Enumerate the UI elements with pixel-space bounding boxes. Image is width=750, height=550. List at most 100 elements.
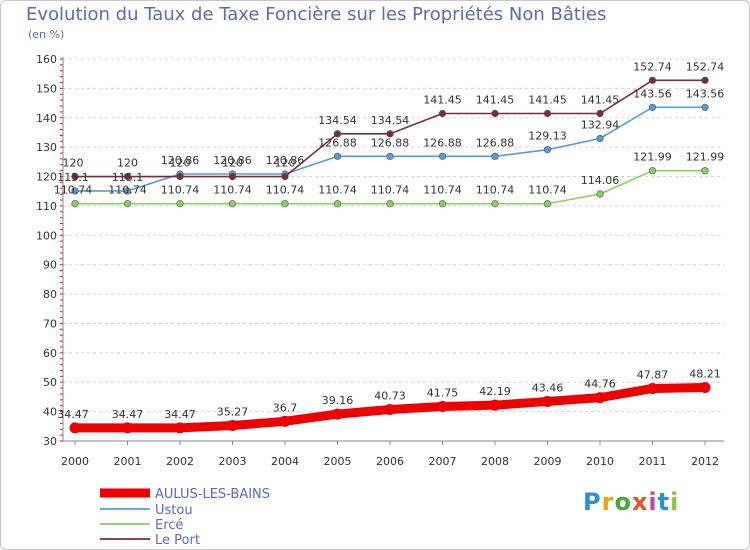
data-point bbox=[281, 200, 289, 208]
y-tick-label: 100 bbox=[36, 229, 57, 242]
data-label: 120 bbox=[170, 157, 191, 170]
data-point bbox=[701, 76, 709, 84]
axes: 30 40 50 60 70 80 90 100 110 120 130 140 150 160 2000 2… bbox=[36, 53, 724, 468]
data-point bbox=[122, 422, 133, 434]
data-label: 134.54 bbox=[318, 114, 357, 127]
data-label: 120 bbox=[222, 157, 243, 170]
y-tick-label: 90 bbox=[43, 259, 57, 272]
data-point bbox=[596, 109, 604, 118]
data-label: 35.27 bbox=[217, 406, 249, 419]
y-tick-label: 160 bbox=[36, 53, 57, 66]
x-tick-label: 2000 bbox=[61, 455, 89, 468]
data-label: 40.73 bbox=[374, 389, 406, 402]
x-tick-label: 2011 bbox=[639, 455, 667, 468]
data-point bbox=[123, 187, 132, 195]
data-label: 43.46 bbox=[532, 381, 564, 394]
data-label: 110.74 bbox=[108, 184, 147, 197]
legend-label-3: Le Port bbox=[155, 533, 200, 548]
data-point bbox=[438, 109, 447, 118]
x-tick-label: 2003 bbox=[219, 455, 247, 468]
data-point bbox=[69, 422, 81, 434]
data-label: 134.54 bbox=[371, 114, 410, 127]
data-point bbox=[228, 172, 237, 181]
data-point bbox=[227, 420, 238, 432]
data-label: 132.94 bbox=[581, 119, 620, 132]
data-point bbox=[71, 187, 79, 195]
data-label: 152.74 bbox=[686, 60, 725, 73]
y-tick-label: 30 bbox=[43, 435, 57, 448]
data-point bbox=[648, 76, 657, 84]
data-label: 110.74 bbox=[213, 184, 252, 197]
data-label: 41.75 bbox=[427, 386, 459, 399]
data-label: 129.13 bbox=[528, 130, 567, 143]
data-point bbox=[333, 152, 342, 160]
chart-title: Evolution du Taux de Taxe Foncière sur l… bbox=[26, 4, 607, 25]
x-tick-label: 2005 bbox=[324, 455, 352, 468]
data-point bbox=[386, 152, 394, 160]
legend-label-2: Ercé bbox=[155, 518, 183, 533]
y-tick-label: 50 bbox=[43, 376, 57, 389]
x-tick-label: 2007 bbox=[429, 455, 457, 468]
data-point bbox=[333, 200, 342, 208]
data-point bbox=[438, 200, 447, 208]
data-label: 120 bbox=[275, 157, 296, 170]
data-point bbox=[174, 422, 186, 434]
data-label: 47.87 bbox=[637, 368, 669, 381]
data-point bbox=[176, 200, 184, 208]
data-point bbox=[332, 408, 343, 420]
data-label: 141.45 bbox=[528, 94, 567, 107]
data-point bbox=[386, 200, 394, 208]
y-tick-label: 40 bbox=[43, 406, 57, 419]
data-point bbox=[648, 167, 657, 175]
y-tick-label: 110 bbox=[36, 200, 57, 213]
data-label: 121.99 bbox=[686, 151, 725, 164]
data-point bbox=[333, 130, 342, 138]
data-label: 110.74 bbox=[161, 184, 200, 197]
data-label: 42.19 bbox=[479, 385, 511, 398]
x-tick-label: 2002 bbox=[166, 455, 194, 468]
data-label: 120.86 bbox=[266, 154, 305, 167]
legend-label-1: Ustou bbox=[155, 503, 193, 518]
data-label: 34.47 bbox=[57, 408, 89, 421]
data-label: 126.88 bbox=[423, 136, 462, 149]
data-point bbox=[542, 395, 553, 407]
data-label: 115.1 bbox=[57, 171, 89, 184]
data-labels: 34.47 34.47 34.47 35.27 36.7 39.16 40.73 41.75 4… bbox=[54, 60, 725, 421]
y-tick-label: 150 bbox=[36, 82, 57, 95]
data-label: 141.45 bbox=[423, 94, 462, 107]
data-label: 115.1 bbox=[112, 171, 144, 184]
data-label: 143.56 bbox=[633, 87, 672, 100]
data-label: 152.74 bbox=[633, 60, 672, 73]
y-tick-label: 80 bbox=[43, 288, 57, 301]
data-point bbox=[437, 400, 448, 412]
data-point bbox=[279, 415, 291, 427]
x-tick-label: 2012 bbox=[691, 455, 719, 468]
data-label: 110.74 bbox=[371, 184, 410, 197]
data-point bbox=[386, 130, 394, 138]
data-point bbox=[596, 134, 604, 143]
data-label: 141.45 bbox=[476, 94, 515, 107]
y-tick-label: 120 bbox=[36, 171, 57, 184]
data-point bbox=[543, 200, 552, 208]
x-tick-label: 2009 bbox=[534, 455, 562, 468]
data-label: 39.16 bbox=[322, 394, 354, 407]
data-point bbox=[123, 200, 132, 208]
x-tick-label: 2008 bbox=[481, 455, 509, 468]
data-label: 110.74 bbox=[423, 184, 462, 197]
data-label: 120.86 bbox=[213, 154, 252, 167]
data-label: 120 bbox=[63, 157, 84, 170]
data-label: 34.47 bbox=[112, 408, 144, 421]
data-label: 120.86 bbox=[161, 154, 200, 167]
data-point bbox=[491, 152, 499, 160]
data-label: 34.47 bbox=[164, 408, 196, 421]
data-label: 110.74 bbox=[266, 184, 305, 197]
proxiti-logo: Proxiti bbox=[583, 488, 680, 516]
x-tick-label: 2006 bbox=[376, 455, 404, 468]
y-tick-label: 60 bbox=[43, 347, 57, 360]
x-tick-label: 2004 bbox=[271, 455, 299, 468]
x-tick-label: 2001 bbox=[114, 455, 142, 468]
data-point bbox=[71, 172, 79, 181]
